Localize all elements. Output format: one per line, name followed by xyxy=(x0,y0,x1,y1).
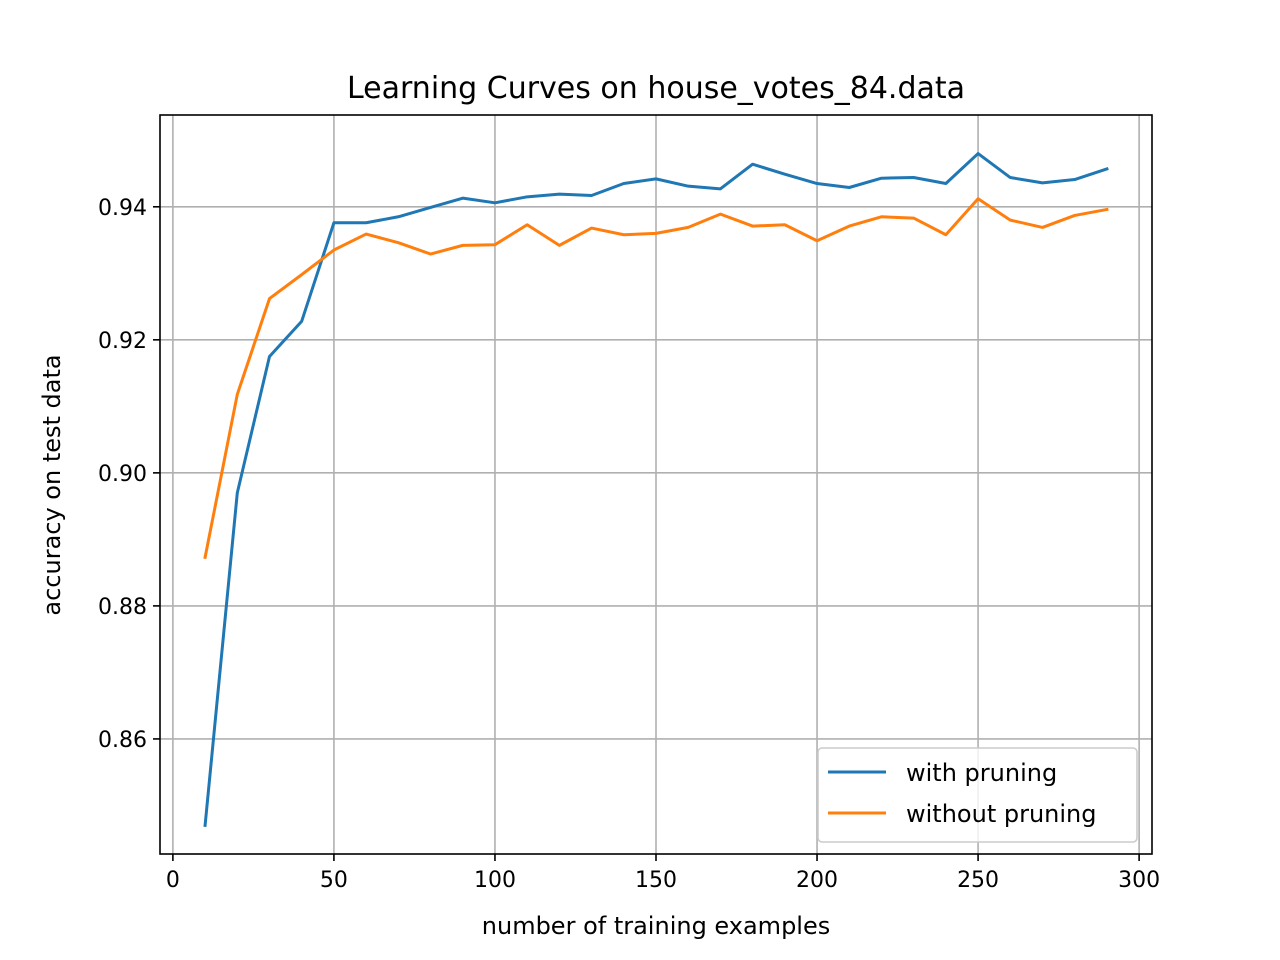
x-tick-label: 50 xyxy=(320,868,348,893)
y-tick-label: 0.88 xyxy=(98,595,147,620)
legend-box xyxy=(817,747,1138,843)
grid xyxy=(160,115,1152,854)
y-axis-label: accuracy on test data xyxy=(38,354,66,615)
x-tick-label: 150 xyxy=(635,868,677,893)
axis-ticks: 0 50 100 150 200 250 300 0.86 0.88 0.90 0.92 0.94 xyxy=(98,196,1160,893)
y-tick-label: 0.92 xyxy=(98,329,147,354)
x-tick-label: 200 xyxy=(796,868,838,893)
series-group xyxy=(203,152,1109,828)
x-tick-label: 250 xyxy=(957,868,999,893)
legend-label-with-pruning: with pruning xyxy=(906,759,1057,787)
legend: with pruning without pruning xyxy=(817,747,1138,843)
y-tick-label: 0.94 xyxy=(98,196,147,221)
legend-label-without-pruning: without pruning xyxy=(906,800,1097,828)
chart-title: Learning Curves on house_votes_84.data xyxy=(347,71,965,106)
x-tick-label: 0 xyxy=(166,868,180,893)
x-tick-label: 100 xyxy=(474,868,516,893)
x-tick-label: 300 xyxy=(1118,868,1160,893)
y-tick-label: 0.90 xyxy=(98,462,147,487)
series-line-with-pruning xyxy=(203,152,1109,828)
series-line-without-pruning xyxy=(203,197,1109,560)
x-axis-label: number of training examples xyxy=(482,912,830,940)
y-tick-label: 0.86 xyxy=(98,728,147,753)
